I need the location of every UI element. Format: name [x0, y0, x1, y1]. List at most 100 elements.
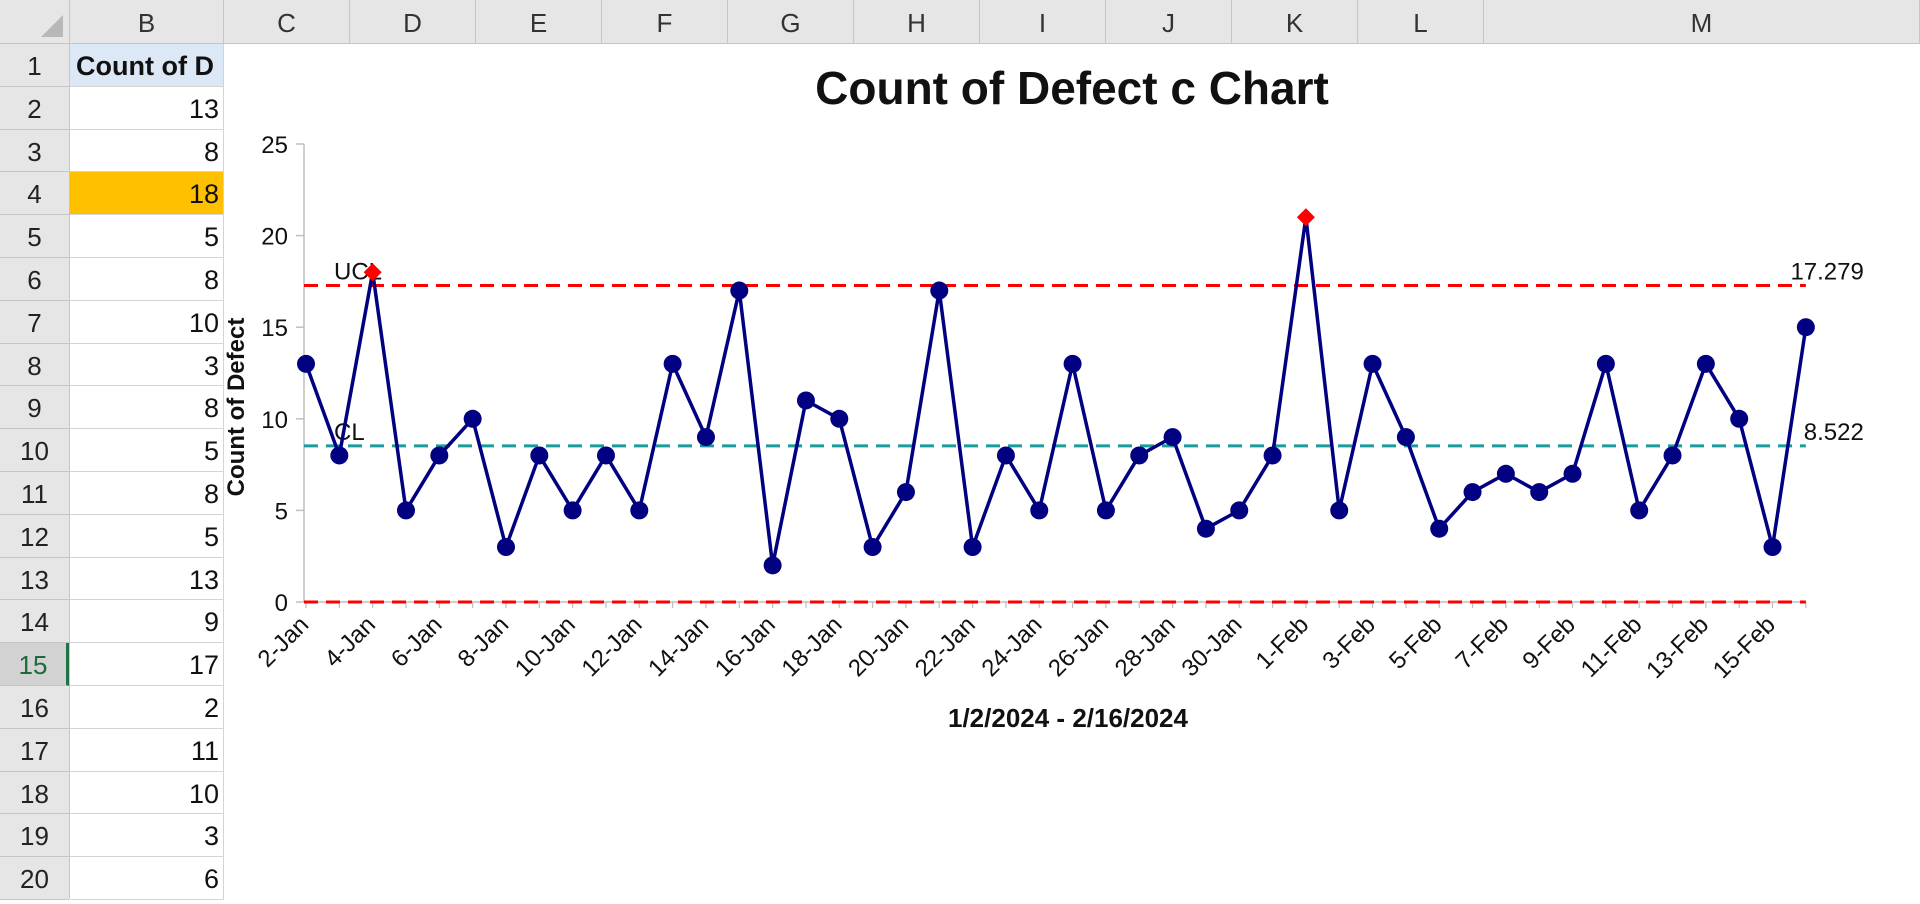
data-point — [863, 538, 882, 557]
row-header-15[interactable]: 15 — [0, 643, 69, 686]
y-tick-label: 0 — [275, 590, 288, 617]
data-point — [1196, 519, 1215, 538]
data-point — [1496, 464, 1515, 483]
data-point — [1096, 501, 1115, 520]
x-tick-label: 28-Jan — [1110, 611, 1181, 682]
data-point — [830, 409, 849, 428]
ref-value-label-ucl: 17.279 — [1790, 258, 1863, 285]
cell-b7[interactable]: 10 — [70, 300, 224, 344]
row-header-3[interactable]: 3 — [0, 130, 69, 173]
cell-b5[interactable]: 5 — [70, 215, 224, 258]
cell-b9[interactable]: 8 — [70, 386, 224, 430]
cell-b13[interactable]: 13 — [70, 557, 224, 601]
column-header-g[interactable]: G — [728, 0, 854, 44]
row-header-6[interactable]: 6 — [0, 258, 69, 301]
row-header-20[interactable]: 20 — [0, 857, 69, 900]
data-point — [730, 281, 749, 300]
cell-b15[interactable]: 17 — [70, 643, 224, 686]
row-header-14[interactable]: 14 — [0, 600, 69, 644]
cell-b20[interactable]: 6 — [70, 857, 224, 900]
y-tick-label: 5 — [275, 498, 288, 525]
y-axis-label: Count of Defect — [224, 318, 250, 497]
column-header-j[interactable]: J — [1106, 0, 1232, 44]
row-header-8[interactable]: 8 — [0, 344, 69, 387]
column-header-k[interactable]: K — [1232, 0, 1358, 44]
column-header-c[interactable]: C — [224, 0, 350, 44]
cell-b1-header[interactable]: Count of D — [70, 44, 224, 87]
row-headers: 1 2 3 4 5 6 7 8 9 10 11 12 13 14 15 16 17 18 19 20 — [0, 44, 70, 900]
data-point — [996, 446, 1015, 465]
row-header-4[interactable]: 4 — [0, 172, 69, 216]
cell-b3[interactable]: 8 — [70, 129, 224, 173]
cell-b8[interactable]: 3 — [70, 343, 224, 387]
row-header-9[interactable]: 9 — [0, 386, 69, 430]
data-point — [896, 483, 915, 502]
data-point — [396, 501, 415, 520]
cell-b17[interactable]: 11 — [70, 728, 224, 772]
y-tick-label: 15 — [261, 315, 288, 342]
x-tick-label: 11-Feb — [1576, 611, 1648, 683]
x-tick-label: 3-Feb — [1317, 611, 1380, 674]
data-point — [1396, 428, 1415, 447]
data-point — [1763, 538, 1782, 557]
data-point — [1530, 483, 1549, 502]
row-header-13[interactable]: 13 — [0, 558, 69, 601]
ref-value-label-cl: 8.522 — [1804, 419, 1864, 446]
column-header-l[interactable]: L — [1358, 0, 1484, 44]
data-point — [1230, 501, 1249, 520]
column-header-i[interactable]: I — [980, 0, 1106, 44]
x-tick-label: 8-Jan — [453, 611, 515, 673]
y-tick-label: 20 — [261, 224, 288, 251]
cell-b10[interactable]: 5 — [70, 429, 224, 472]
c-chart[interactable]: Count of Defect c Chart 0 5 10 15 20 25 2-Jan 4… — [223, 44, 1920, 899]
cell-b18[interactable]: 10 — [70, 771, 224, 815]
select-all-corner[interactable] — [0, 0, 70, 44]
cell-b16[interactable]: 2 — [70, 686, 224, 729]
row-header-5[interactable]: 5 — [0, 215, 69, 258]
data-point — [1063, 354, 1082, 373]
chart-svg: Count of Defect c Chart 0 5 10 15 20 25 2-Jan 4… — [223, 62, 1864, 733]
row-header-17[interactable]: 17 — [0, 729, 69, 772]
cell-b2[interactable]: 13 — [70, 86, 224, 130]
cell-b11[interactable]: 8 — [70, 472, 224, 515]
x-tick-label: 18-Jan — [777, 611, 848, 682]
x-tick-label: 15-Feb — [1708, 611, 1781, 684]
row-header-18[interactable]: 18 — [0, 772, 69, 815]
chart-title: Count of Defect c Chart — [815, 62, 1329, 114]
row-header-7[interactable]: 7 — [0, 301, 69, 344]
column-header-f[interactable]: F — [602, 0, 728, 44]
column-header-b[interactable]: B — [70, 0, 224, 44]
row-header-12[interactable]: 12 — [0, 515, 69, 558]
cell-b19[interactable]: 3 — [70, 814, 224, 858]
data-point — [696, 428, 715, 447]
x-tick-label: 14-Jan — [643, 611, 714, 682]
x-tick-label: 13-Feb — [1641, 611, 1714, 684]
cell-b6[interactable]: 8 — [70, 258, 224, 301]
column-header-e[interactable]: E — [476, 0, 602, 44]
cell-b4[interactable]: 18 — [70, 172, 224, 216]
column-header-m[interactable]: M — [1484, 0, 1920, 44]
data-point — [1430, 519, 1449, 538]
row-header-10[interactable]: 10 — [0, 429, 69, 472]
cell-b12[interactable]: 5 — [70, 514, 224, 558]
ref-name-label-cl: CL — [334, 419, 365, 446]
data-point — [463, 409, 482, 428]
data-point — [297, 354, 315, 373]
x-tick-label: 4-Jan — [319, 611, 381, 673]
row-header-11[interactable]: 11 — [0, 472, 69, 515]
x-tick-label: 20-Jan — [843, 611, 914, 682]
x-tick-label: 6-Jan — [386, 611, 448, 673]
column-header-d[interactable]: D — [350, 0, 476, 44]
row-header-19[interactable]: 19 — [0, 814, 69, 858]
out-of-control-point — [363, 263, 382, 282]
column-header-h[interactable]: H — [854, 0, 980, 44]
row-header-2[interactable]: 2 — [0, 87, 69, 130]
data-point — [796, 391, 815, 410]
x-tick-label: 12-Jan — [577, 611, 648, 682]
data-point — [1463, 483, 1482, 502]
data-point — [430, 446, 449, 465]
cell-b14[interactable]: 9 — [70, 600, 224, 644]
row-header-16[interactable]: 16 — [0, 686, 69, 729]
row-header-1[interactable]: 1 — [0, 44, 69, 87]
data-point — [1163, 428, 1182, 447]
